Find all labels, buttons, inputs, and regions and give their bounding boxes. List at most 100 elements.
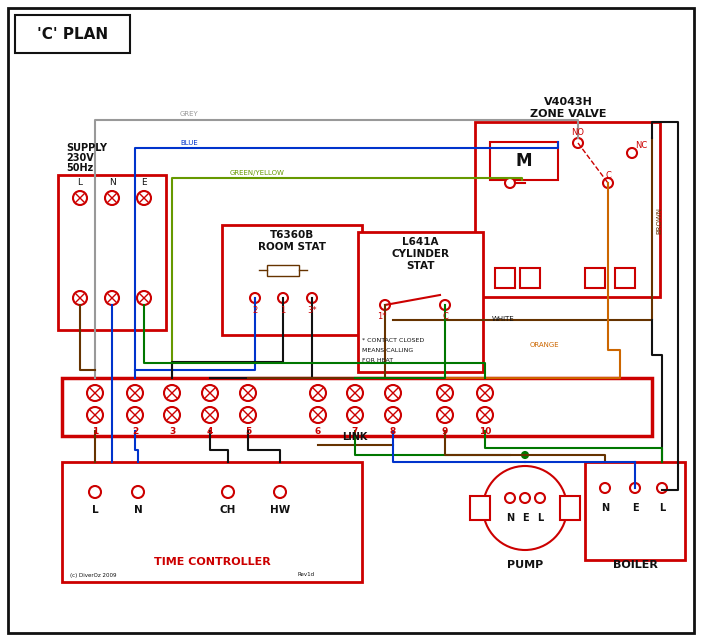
Circle shape (164, 385, 180, 401)
Bar (495, 268, 515, 288)
Circle shape (87, 407, 103, 423)
Text: NC: NC (635, 140, 647, 149)
Text: E: E (522, 513, 529, 523)
Circle shape (385, 385, 401, 401)
Text: V4043H: V4043H (543, 97, 592, 107)
Circle shape (477, 407, 493, 423)
Circle shape (520, 493, 530, 503)
Bar (62, 378, 652, 436)
Bar (62, 462, 362, 582)
Text: BLUE: BLUE (180, 140, 198, 146)
Text: E: E (141, 178, 147, 187)
Bar (267, 265, 299, 276)
Circle shape (127, 385, 143, 401)
Text: 1: 1 (280, 306, 286, 315)
Bar (560, 496, 580, 520)
Text: L: L (77, 178, 83, 187)
Text: M: M (516, 152, 532, 170)
Circle shape (73, 191, 87, 205)
Text: HW: HW (270, 505, 290, 515)
Text: 50Hz: 50Hz (66, 163, 93, 173)
Bar (358, 232, 483, 372)
Circle shape (385, 407, 401, 423)
Bar (615, 268, 635, 288)
Circle shape (310, 407, 326, 423)
Circle shape (250, 293, 260, 303)
Text: E: E (632, 503, 638, 513)
Text: 'C' PLAN: 'C' PLAN (37, 26, 109, 42)
Text: N: N (601, 503, 609, 513)
Text: 4: 4 (207, 426, 213, 435)
Text: L: L (537, 513, 543, 523)
Circle shape (307, 293, 317, 303)
Text: CYLINDER: CYLINDER (391, 249, 449, 259)
Text: 2: 2 (253, 306, 258, 315)
Circle shape (137, 191, 151, 205)
Bar (585, 268, 605, 288)
Text: ZONE VALVE: ZONE VALVE (530, 109, 607, 119)
Circle shape (240, 385, 256, 401)
Circle shape (278, 293, 288, 303)
Circle shape (202, 385, 218, 401)
Text: GREY: GREY (180, 111, 199, 117)
Circle shape (73, 291, 87, 305)
Circle shape (137, 291, 151, 305)
Circle shape (132, 486, 144, 498)
Circle shape (105, 291, 119, 305)
Circle shape (535, 493, 545, 503)
Circle shape (603, 178, 613, 188)
Circle shape (437, 407, 453, 423)
Circle shape (347, 407, 363, 423)
Circle shape (89, 486, 101, 498)
Bar (58, 175, 166, 330)
Circle shape (600, 483, 610, 493)
Text: 3: 3 (169, 426, 175, 435)
Text: 1*: 1* (377, 312, 387, 320)
Text: N: N (109, 178, 115, 187)
Circle shape (437, 385, 453, 401)
Circle shape (522, 452, 528, 458)
Bar (222, 225, 362, 335)
Text: WHITE: WHITE (492, 316, 515, 322)
Text: N: N (506, 513, 514, 523)
Text: 230V: 230V (66, 153, 94, 163)
Text: 7: 7 (352, 426, 358, 435)
Bar (475, 122, 660, 297)
Circle shape (657, 483, 667, 493)
Circle shape (105, 191, 119, 205)
Circle shape (164, 407, 180, 423)
Text: STAT: STAT (406, 261, 435, 271)
Circle shape (573, 138, 583, 148)
Text: Rev1d: Rev1d (298, 572, 315, 578)
Text: 3*: 3* (307, 306, 317, 315)
Circle shape (222, 486, 234, 498)
Text: NO: NO (571, 128, 585, 137)
Text: N: N (133, 505, 143, 515)
Bar (470, 496, 490, 520)
Circle shape (202, 407, 218, 423)
Text: 2: 2 (132, 426, 138, 435)
Text: 6: 6 (315, 426, 321, 435)
Text: 8: 8 (390, 426, 396, 435)
Circle shape (127, 407, 143, 423)
Text: ORANGE: ORANGE (530, 342, 559, 348)
Circle shape (347, 385, 363, 401)
Circle shape (627, 148, 637, 158)
Text: * CONTACT CLOSED: * CONTACT CLOSED (362, 338, 424, 342)
Text: CH: CH (220, 505, 236, 515)
Circle shape (483, 466, 567, 550)
Text: L: L (659, 503, 665, 513)
Text: MEANS CALLING: MEANS CALLING (362, 347, 413, 353)
Text: (c) DiverOz 2009: (c) DiverOz 2009 (70, 572, 117, 578)
Circle shape (310, 385, 326, 401)
Text: ROOM STAT: ROOM STAT (258, 242, 326, 252)
Circle shape (440, 300, 450, 310)
Text: LINK: LINK (343, 432, 368, 442)
Text: SUPPLY: SUPPLY (66, 143, 107, 153)
Text: C: C (605, 171, 611, 179)
Text: L641A: L641A (402, 237, 438, 247)
Circle shape (630, 483, 640, 493)
Text: 5: 5 (245, 426, 251, 435)
Circle shape (505, 178, 515, 188)
Text: GREEN/YELLOW: GREEN/YELLOW (230, 170, 285, 176)
